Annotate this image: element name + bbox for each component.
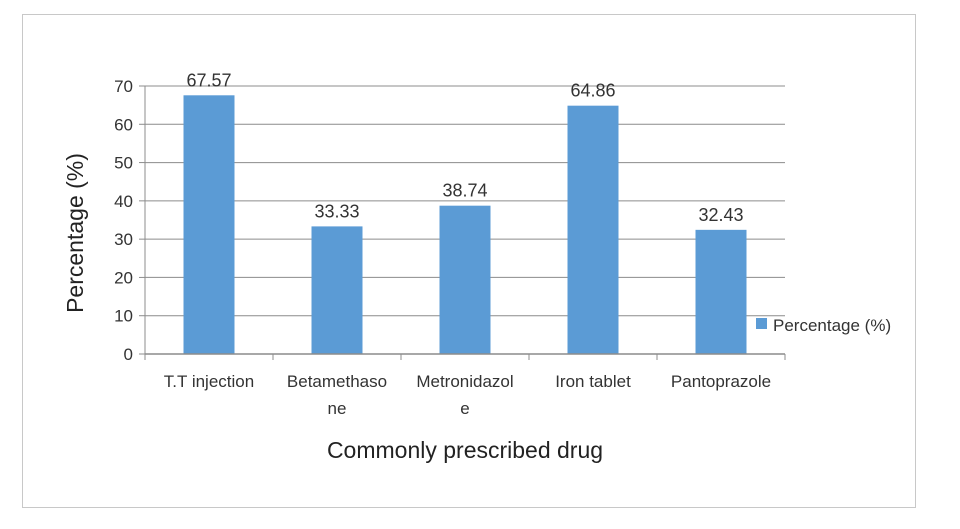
bar (567, 105, 619, 354)
bar (695, 229, 747, 354)
x-tick-label: Betamethaso (287, 372, 387, 391)
bar (183, 95, 235, 354)
chart-frame: 0 10 20 30 40 50 60 70 67.57 T.T injection 33.33 Be… (22, 14, 916, 508)
x-tick-label: Pantoprazole (671, 372, 771, 391)
y-tick-label: 60 (114, 115, 133, 134)
x-tick-label: T.T injection (164, 372, 254, 391)
x-tick-label: ne (328, 399, 347, 418)
data-label: 32.43 (698, 205, 743, 225)
y-tick-label: 70 (114, 77, 133, 96)
bars (183, 95, 747, 354)
y-axis-title: Percentage (%) (62, 153, 88, 313)
axes (139, 85, 786, 360)
data-label: 64.86 (570, 81, 615, 101)
data-label: 38.74 (442, 181, 487, 201)
x-tick-label: Metronidazol (416, 372, 513, 391)
y-tick-label: 0 (124, 345, 133, 364)
y-tick-label: 10 (114, 307, 133, 326)
bar-chart: 0 10 20 30 40 50 60 70 67.57 T.T injection 33.33 Be… (62, 70, 891, 463)
bar (311, 226, 363, 354)
x-tick-label: Iron tablet (555, 372, 631, 391)
y-tick-label: 30 (114, 230, 133, 249)
x-axis-title: Commonly prescribed drug (327, 437, 603, 463)
y-tick-label: 20 (114, 268, 133, 287)
data-label: 67.57 (186, 70, 231, 90)
y-tick-label: 40 (114, 192, 133, 211)
x-tick-label: e (460, 399, 469, 418)
legend-label: Percentage (%) (773, 316, 891, 335)
labels: 0 10 20 30 40 50 60 70 67.57 T.T injection 33.33 Be… (114, 70, 771, 418)
y-tick-label: 50 (114, 154, 133, 173)
legend-swatch (756, 318, 767, 329)
data-label: 33.33 (314, 201, 359, 221)
bar (439, 205, 491, 354)
legend: Percentage (%) (756, 316, 891, 335)
